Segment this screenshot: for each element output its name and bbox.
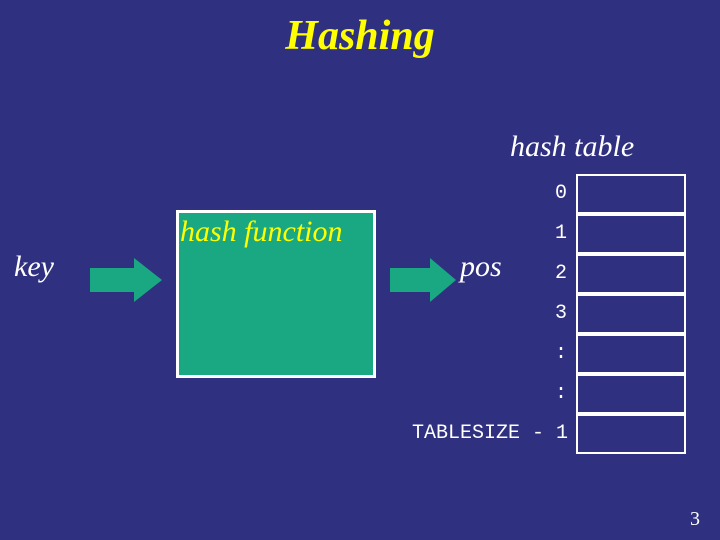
pos-label: pos (460, 250, 502, 284)
table-cell (576, 334, 686, 374)
table-cell (576, 294, 686, 334)
table-cell (576, 174, 686, 214)
arrow-func-to-pos (390, 258, 456, 302)
hash-table-label: hash table (510, 130, 634, 164)
index-label: : (541, 342, 567, 365)
index-label: 0 (541, 182, 567, 205)
table-cell (576, 414, 686, 454)
tablesize-label: TABLESIZE - 1 (388, 422, 568, 445)
hash-function-label: hash function (180, 215, 343, 249)
index-label: 1 (541, 222, 567, 245)
key-label: key (14, 250, 54, 284)
index-label: 2 (541, 262, 567, 285)
table-cell (576, 374, 686, 414)
arrow-key-to-func (90, 258, 162, 302)
index-label: : (541, 382, 567, 405)
page-title: Hashing (0, 0, 720, 60)
index-label: 3 (541, 302, 567, 325)
table-cell (576, 254, 686, 294)
table-cell (576, 214, 686, 254)
page-number: 3 (690, 508, 700, 531)
